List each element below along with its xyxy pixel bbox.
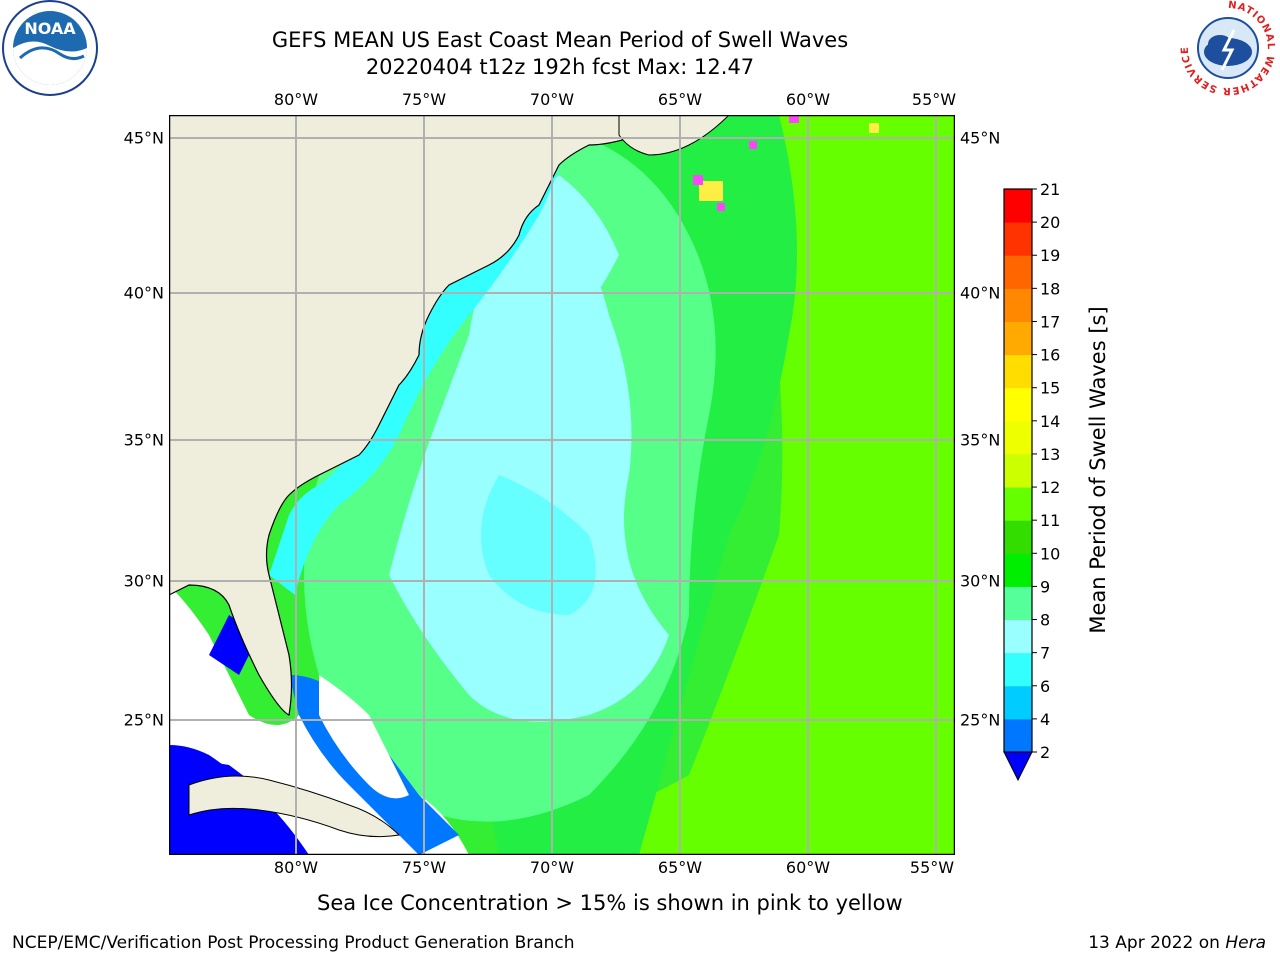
map-panel — [169, 115, 955, 855]
footer-date: 13 Apr 2022 on — [1088, 933, 1226, 953]
colorbar-under-extension — [1003, 751, 1033, 782]
lon-label-top: 55°W — [911, 90, 957, 109]
colorbar-tick-label: 7 — [1040, 644, 1050, 663]
lon-label-top: 60°W — [785, 90, 831, 109]
sea-ice-patch — [693, 175, 703, 185]
lat-label-right: 25°N — [960, 710, 1001, 730]
lat-label-right: 35°N — [960, 430, 1001, 450]
sea-ice-patch — [789, 115, 799, 123]
colorbar-swatch — [1004, 619, 1032, 654]
lon-label-bottom: 65°W — [657, 858, 703, 877]
sea-ice-patch — [699, 181, 723, 201]
colorbar-swatch — [1004, 288, 1032, 322]
colorbar-swatch — [1004, 718, 1032, 753]
footer-right: 13 Apr 2022 on Hera — [1088, 933, 1266, 953]
lat-label-left: 45°N — [123, 128, 164, 148]
lon-label-top: 80°W — [273, 90, 319, 109]
colorbar-tick-label: 6 — [1040, 677, 1050, 696]
colorbar-tick-label: 4 — [1040, 710, 1050, 729]
chart-subtitle: 20220404 t12z 192h fcst Max: 12.47 — [365, 55, 755, 79]
lat-label-left: 35°N — [123, 430, 164, 450]
swell-zone-11s — [499, 115, 955, 855]
colorbar-tick-label: 20 — [1040, 213, 1060, 232]
nws-logo: NATIONAL WEATHER SERVICE — [1176, 0, 1280, 100]
land-nova-scotia — [618, 115, 730, 156]
colorbar-swatch — [1004, 487, 1032, 521]
lon-label-top: 65°W — [657, 90, 703, 109]
colorbar-tick-label: 9 — [1040, 577, 1050, 596]
colorbar-swatch — [1004, 553, 1032, 587]
lon-label-top: 70°W — [529, 90, 575, 109]
lon-label-top: 75°W — [401, 90, 447, 109]
colorbar-swatch — [1004, 520, 1032, 554]
lat-label-right: 45°N — [960, 128, 1001, 148]
colorbar-tick-label: 17 — [1040, 312, 1060, 331]
lon-label-bottom: 60°W — [785, 858, 831, 877]
lon-label-bottom: 55°W — [909, 858, 955, 877]
footer-left: NCEP/EMC/Verification Post Processing Pr… — [12, 933, 575, 953]
colorbar-swatch — [1004, 321, 1032, 356]
colorbar-tick-label: 13 — [1040, 445, 1060, 464]
noaa-logo-text: NOAA — [24, 19, 76, 38]
land-north-america — [169, 115, 640, 716]
colorbar-tick-label: 11 — [1040, 511, 1060, 530]
lat-label-left: 40°N — [123, 283, 164, 303]
lon-label-bottom: 80°W — [273, 858, 319, 877]
colorbar-swatch — [1004, 354, 1032, 389]
colorbar-tick-label: 10 — [1040, 544, 1060, 563]
colorbar-tick-label: 18 — [1040, 279, 1060, 298]
colorbar-swatch — [1004, 652, 1032, 687]
colorbar-swatch — [1004, 189, 1032, 223]
lon-label-bottom: 75°W — [401, 858, 447, 877]
colorbar-tick-label: 14 — [1040, 412, 1060, 431]
graticule — [169, 115, 955, 855]
colorbar-tick-label: 2 — [1040, 743, 1050, 762]
lat-label-right: 40°N — [960, 283, 1001, 303]
sea-ice-note: Sea Ice Concentration > 15% is shown in … — [317, 891, 903, 915]
sea-ice-patch — [717, 203, 725, 211]
colorbar-swatch — [1004, 255, 1032, 289]
colorbar: 2 4 6 7 8 9 10 11 12 13 14 15 16 17 18 19 20 21 — [1003, 182, 1060, 782]
noaa-logo: NOAA — [0, 0, 110, 100]
colorbar-swatch — [1004, 685, 1032, 720]
colorbar-swatch — [1004, 420, 1032, 455]
colorbar-frame — [1003, 188, 1033, 753]
colorbar-swatch — [1004, 453, 1032, 488]
bahamas-white — [319, 675, 409, 799]
map-frame — [169, 115, 955, 855]
swell-zone-8s — [389, 195, 669, 722]
sea-ice-patch — [749, 141, 757, 149]
lat-label-right: 30°N — [960, 571, 1001, 591]
lon-label-bottom: 70°W — [529, 858, 575, 877]
lat-label-left: 30°N — [123, 571, 164, 591]
colorbar-swatch — [1004, 222, 1032, 256]
land-cuba — [188, 775, 401, 838]
colorbar-swatch — [1004, 586, 1032, 621]
colorbar-label: Mean Period of Swell Waves [s] — [1086, 306, 1110, 634]
chart-title: GEFS MEAN US East Coast Mean Period of S… — [271, 28, 849, 52]
colorbar-swatch — [1004, 387, 1032, 422]
footer-host: Hera — [1225, 933, 1266, 953]
colorbar-tick-label: 8 — [1040, 611, 1050, 630]
colorbar-tick-label: 12 — [1040, 478, 1060, 497]
swell-zone-8s-north — [469, 175, 619, 358]
sea-ice-patch — [869, 123, 879, 133]
colorbar-tick-label: 16 — [1040, 346, 1060, 365]
lat-label-left: 25°N — [123, 710, 164, 730]
colorbar-tick-label: 21 — [1040, 182, 1060, 199]
colorbar-tick-label: 15 — [1040, 379, 1060, 398]
colorbar-tick-label: 19 — [1040, 246, 1060, 265]
